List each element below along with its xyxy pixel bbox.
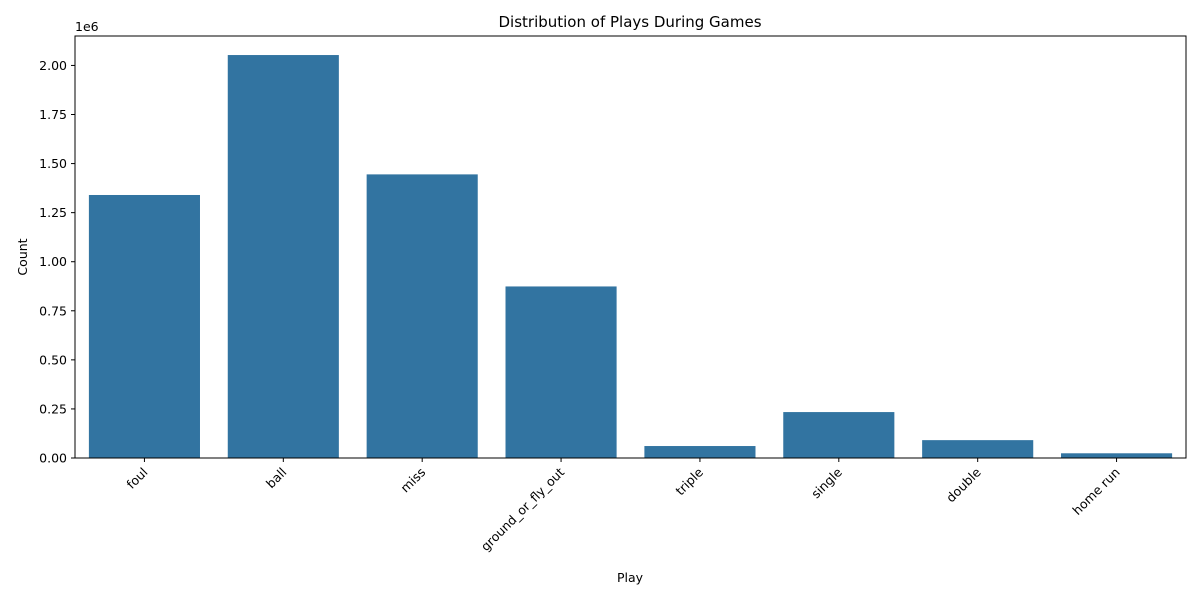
x-tick-label: single <box>808 464 845 501</box>
bar-ground-or-fly-out <box>505 286 617 458</box>
chart-title: Distribution of Plays During Games <box>498 13 761 31</box>
bar-foul <box>88 194 200 459</box>
x-tick-label: triple <box>672 464 706 498</box>
y-axis-ticks: 0.00 0.25 0.50 0.75 1.00 1.25 1.50 1.75 2.00 <box>39 58 75 466</box>
bar-single <box>783 412 895 458</box>
y-tick-label: 1.75 <box>39 107 67 122</box>
y-tick-label: 0.25 <box>39 401 67 416</box>
x-tick-label: ball <box>263 465 290 492</box>
y-axis-offset-label: 1e6 <box>75 19 99 34</box>
bar-triple <box>644 446 756 458</box>
y-tick-label: 0.00 <box>39 451 67 466</box>
x-tick-label: double <box>943 464 984 505</box>
y-axis-label: Count <box>15 238 30 275</box>
x-axis-ticks: foul ball miss ground_or_fly_out triple singl… <box>123 458 1123 554</box>
bar-home-run <box>1061 453 1173 458</box>
x-tick-label: home run <box>1069 465 1122 518</box>
y-tick-label: 2.00 <box>39 58 67 73</box>
y-tick-label: 1.00 <box>39 254 67 269</box>
y-tick-label: 1.50 <box>39 156 67 171</box>
x-tick-label: miss <box>397 465 428 496</box>
y-tick-label: 1.25 <box>39 205 67 220</box>
x-tick-label: ground_or_fly_out <box>478 464 568 554</box>
bars-group <box>88 55 1173 459</box>
y-tick-label: 0.50 <box>39 352 67 367</box>
bar-miss <box>366 174 478 458</box>
bar-double <box>922 440 1034 458</box>
bar-ball <box>227 55 339 458</box>
y-tick-label: 0.75 <box>39 303 67 318</box>
x-axis-label: Play <box>617 570 644 585</box>
axes-frame <box>74 35 1187 459</box>
x-tick-label: foul <box>123 465 150 492</box>
plot-frame <box>74 35 1187 459</box>
